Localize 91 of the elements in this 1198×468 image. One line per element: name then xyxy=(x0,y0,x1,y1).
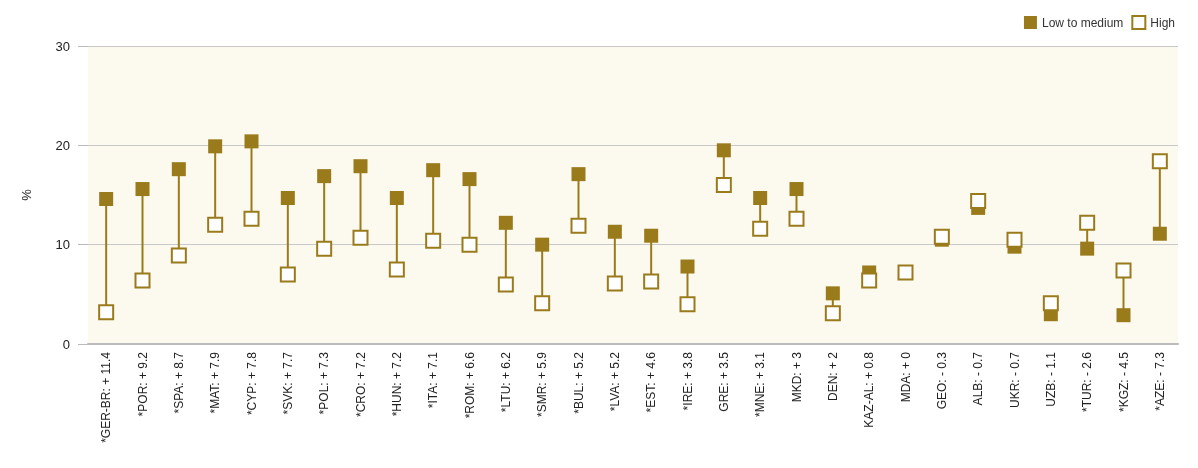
point xyxy=(607,224,622,239)
point xyxy=(462,172,477,187)
point xyxy=(753,190,768,205)
point xyxy=(933,228,950,245)
point xyxy=(207,216,224,233)
point xyxy=(824,305,841,322)
point xyxy=(99,191,114,206)
x-tick-label: *MNE: + 3.1 xyxy=(753,351,768,418)
legend-label: Low to medium xyxy=(1041,15,1124,30)
x-tick-label: DEN: + 2 xyxy=(825,351,840,402)
point xyxy=(316,240,333,257)
x-tick-label: *SVK: + 7.7 xyxy=(280,351,295,415)
point xyxy=(208,139,223,154)
point xyxy=(788,210,805,227)
x-tick-label: *ITA: + 7.1 xyxy=(426,351,441,409)
point xyxy=(534,295,551,312)
y-axis-title: % xyxy=(19,188,34,201)
x-tick-label: MKD: + 3 xyxy=(789,351,804,403)
x-tick-label: *CRO: + 7.2 xyxy=(353,351,368,418)
point xyxy=(279,266,296,283)
point xyxy=(317,169,332,184)
x-tick-label: UKR: - 0.7 xyxy=(1007,351,1022,409)
legend-label: High xyxy=(1150,15,1176,30)
point xyxy=(643,273,660,290)
x-tick-label: *SPA: + 8.7 xyxy=(171,351,186,414)
point xyxy=(680,259,695,274)
x-tick-label: *ROM: + 6.6 xyxy=(462,351,477,419)
y-tick-label: 10 xyxy=(55,237,70,253)
point xyxy=(389,190,404,205)
x-tick-label: *GER-BR: + 11.4 xyxy=(99,351,114,443)
point xyxy=(170,247,187,264)
point xyxy=(825,286,840,301)
point xyxy=(426,163,441,178)
point xyxy=(1115,262,1132,279)
point xyxy=(1080,241,1095,256)
point xyxy=(1079,214,1096,231)
y-tick-label: 0 xyxy=(62,336,70,352)
x-tick-label: *CYP: + 7.8 xyxy=(244,351,259,416)
x-tick-label: GRE: + 3.5 xyxy=(716,351,731,412)
point xyxy=(644,228,659,243)
x-tick-label: *HUN: + 7.2 xyxy=(389,351,404,417)
point xyxy=(171,162,186,177)
x-tick-label: *LVA: + 5.2 xyxy=(607,351,622,412)
x-tick-label: KAZ-AL: + 0.8 xyxy=(862,351,877,428)
x-tick-label: *AZE: - 7.3 xyxy=(1152,351,1167,411)
point xyxy=(1042,295,1059,312)
point xyxy=(789,182,804,197)
point xyxy=(98,304,115,321)
x-tick-label: *SMR: + 5.9 xyxy=(535,351,550,418)
x-tick-label: GEO: - 0.3 xyxy=(934,351,949,410)
point xyxy=(970,192,987,209)
point xyxy=(1006,231,1023,248)
point xyxy=(352,229,369,246)
point xyxy=(1151,153,1168,170)
point xyxy=(280,190,295,205)
point xyxy=(243,210,260,227)
point xyxy=(1116,308,1131,323)
point xyxy=(461,236,478,253)
x-tick-label: *LTU: + 6.2 xyxy=(498,351,513,413)
point xyxy=(425,232,442,249)
point xyxy=(535,237,550,252)
point xyxy=(571,167,586,182)
point xyxy=(135,182,150,197)
point xyxy=(1152,226,1167,241)
point xyxy=(244,134,259,149)
point xyxy=(498,215,513,230)
point xyxy=(861,272,878,289)
point xyxy=(606,275,623,292)
x-tick-label: *EST: + 4.6 xyxy=(644,351,659,413)
x-tick-label: *MAT: + 7.9 xyxy=(208,351,223,414)
point xyxy=(388,261,405,278)
point xyxy=(570,217,587,234)
point xyxy=(752,220,769,237)
y-tick-label: 30 xyxy=(55,38,70,54)
x-tick-label: *IRE: + 3.8 xyxy=(680,351,695,411)
x-tick-label: MDA: + 0 xyxy=(898,351,913,403)
point xyxy=(497,276,514,293)
x-tick-label: UZB: - 1.1 xyxy=(1043,351,1058,407)
x-tick-label: *POL: + 7.3 xyxy=(317,351,332,415)
point xyxy=(715,177,732,194)
x-tick-label: *BUL: + 5.2 xyxy=(571,351,586,414)
point xyxy=(134,272,151,289)
point xyxy=(897,264,914,281)
x-tick-label: *KGZ: - 4.5 xyxy=(1116,351,1131,413)
point xyxy=(353,159,368,174)
x-tick-label: *POR: + 9.2 xyxy=(135,351,150,417)
point xyxy=(716,143,731,158)
x-tick-label: ALB: - 0.7 xyxy=(971,351,986,406)
y-tick-label: 20 xyxy=(55,137,70,153)
x-tick-label: *TUR: - 2.6 xyxy=(1080,351,1095,413)
point xyxy=(679,296,696,313)
